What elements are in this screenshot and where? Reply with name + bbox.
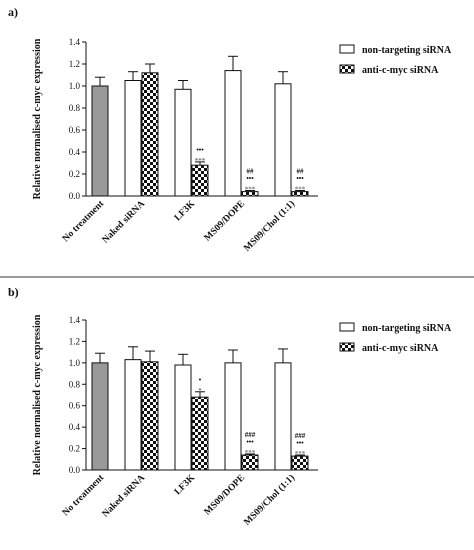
significance-marker: •••: [246, 438, 254, 446]
panel-label: a): [8, 5, 18, 19]
y-tick-label: 1.0: [69, 81, 81, 91]
significance-marker: ***: [195, 157, 206, 165]
y-tick-label: 0.0: [69, 191, 81, 201]
panel-label: b): [8, 285, 19, 299]
legend-label-anti-cmyc: anti-c-myc siRNA: [362, 343, 439, 354]
bar-anti-cmyc: [291, 455, 309, 471]
bar-non-targeting: [224, 362, 242, 471]
bar-non-targeting: [174, 364, 192, 471]
legend-swatch-non-targeting: [339, 44, 355, 54]
x-tick-label: MS09/DOPE: [203, 473, 247, 517]
x-tick-label: MS09/Chol (1:1): [242, 198, 297, 253]
significance-marker: •••: [246, 175, 254, 183]
y-tick-label: 0.2: [69, 169, 80, 179]
bar-anti-cmyc: [141, 361, 159, 471]
bar-anti-cmyc: [141, 72, 159, 197]
x-tick-label: MS09/DOPE: [203, 199, 247, 243]
x-tick-label: No treatment: [61, 198, 107, 244]
y-tick-label: 0.6: [69, 401, 81, 411]
x-tick-label: No treatment: [61, 472, 107, 518]
bar-non-targeting: [124, 359, 142, 471]
y-tick-label: 0.8: [69, 379, 81, 389]
significance-marker: •••: [196, 146, 204, 154]
significance-marker: ##: [297, 168, 305, 176]
legend-label-anti-cmyc: anti-c-myc siRNA: [362, 65, 439, 76]
legend-swatch-anti-cmyc: [339, 342, 355, 352]
x-tick-label: Naked siRNA: [101, 473, 148, 520]
significance-marker: ***: [245, 449, 256, 457]
legend-swatch-anti-cmyc: [339, 64, 355, 74]
y-tick-label: 1.2: [69, 59, 80, 69]
bar-anti-cmyc: [191, 396, 209, 471]
x-tick-label: LF3K: [173, 473, 198, 498]
y-tick-label: 0.0: [69, 465, 81, 475]
bar-non-targeting: [174, 88, 192, 197]
y-axis-label: Relative normalised c-myc expression: [32, 314, 43, 475]
chart-panel-a: a) 0.0 0.2 0.4 0.6 0.8 1.0 1.2 1.4 Relative norma…: [8, 5, 452, 254]
y-tick-label: 0.8: [69, 103, 81, 113]
y-tick-label: 0.4: [69, 422, 81, 432]
y-tick-label: 1.0: [69, 358, 81, 368]
significance-marker: ###: [245, 431, 256, 439]
significance-marker: •: [199, 376, 202, 384]
significance-marker: ***: [295, 450, 306, 458]
y-tick-label: 0.6: [69, 125, 81, 135]
y-tick-label: 1.4: [69, 37, 81, 47]
x-tick-label: LF3K: [173, 199, 198, 224]
significance-marker: ##: [247, 168, 255, 176]
significance-marker: *: [198, 387, 202, 395]
y-tick-label: 1.4: [69, 315, 81, 325]
x-tick-label: Naked siRNA: [101, 199, 148, 246]
significance-marker: ***: [245, 186, 256, 194]
legend-label-non-targeting: non-targeting siRNA: [362, 45, 452, 56]
bar-anti-cmyc: [191, 164, 209, 197]
significance-marker: ***: [295, 186, 306, 194]
bar-no-treatment: [91, 85, 109, 197]
chart-panel-b: b) 0.0 0.2 0.4 0.6 0.8 1.0 1.2 1.4 Relative norma…: [8, 285, 452, 528]
bar-non-targeting: [274, 83, 292, 197]
y-axis-label: Relative normalised c-myc expression: [32, 38, 43, 199]
significance-marker: •••: [296, 439, 304, 447]
bar-non-targeting: [124, 80, 142, 197]
bar-non-targeting: [224, 70, 242, 197]
x-tick-label: MS09/Chol (1:1): [242, 472, 297, 527]
significance-marker: ###: [295, 432, 306, 440]
y-tick-label: 0.2: [69, 444, 80, 454]
bar-no-treatment: [91, 362, 109, 471]
y-tick-label: 1.2: [69, 336, 80, 346]
bar-anti-cmyc: [241, 454, 259, 471]
y-tick-label: 0.4: [69, 147, 81, 157]
bar-non-targeting: [274, 362, 292, 471]
significance-marker: •••: [296, 175, 304, 183]
legend-label-non-targeting: non-targeting siRNA: [362, 323, 452, 334]
legend-swatch-non-targeting: [339, 322, 355, 332]
